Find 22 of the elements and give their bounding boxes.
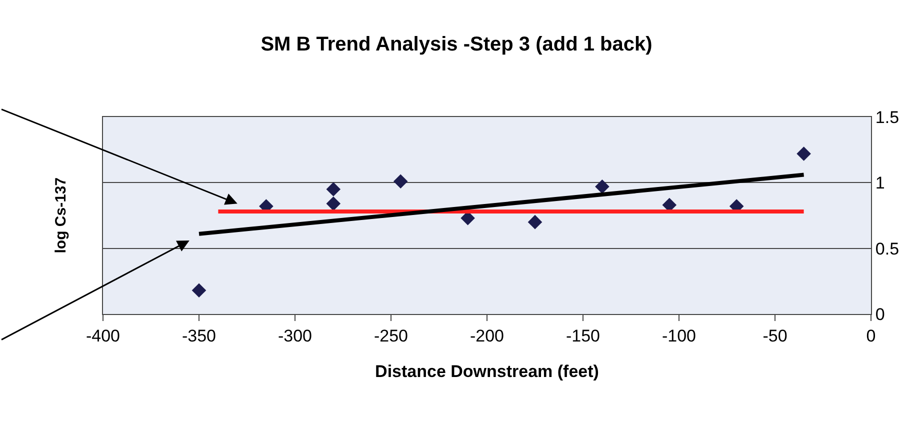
- y-tick-label: 1: [875, 174, 885, 193]
- x-tick-label: -400: [86, 326, 120, 346]
- y-tick-label: 0: [875, 304, 885, 324]
- point: [192, 283, 206, 298]
- x-tick-label: -200: [470, 326, 504, 346]
- x-axis-title: Distance Downstream (feet): [375, 362, 599, 381]
- x-tick-label: -100: [662, 326, 696, 346]
- x-tick-label: -350: [182, 326, 216, 346]
- y-tick-label: 1.5: [875, 108, 900, 127]
- point: [528, 214, 542, 230]
- x-tick-label: -300: [278, 326, 312, 346]
- point: [796, 146, 811, 161]
- chart-title: SM B Trend Analysis -Step 3 (add 1 back): [260, 34, 652, 56]
- y-tick-label: 0.5: [875, 239, 900, 258]
- x-tick-label: -150: [566, 326, 600, 346]
- point: [326, 182, 341, 196]
- point: [326, 196, 341, 211]
- x-tick-label: -250: [374, 326, 408, 346]
- point: [393, 174, 408, 188]
- point: [595, 179, 610, 194]
- x-tick-label: -50: [762, 326, 788, 346]
- y-axis-title: log Cs-137: [52, 177, 70, 254]
